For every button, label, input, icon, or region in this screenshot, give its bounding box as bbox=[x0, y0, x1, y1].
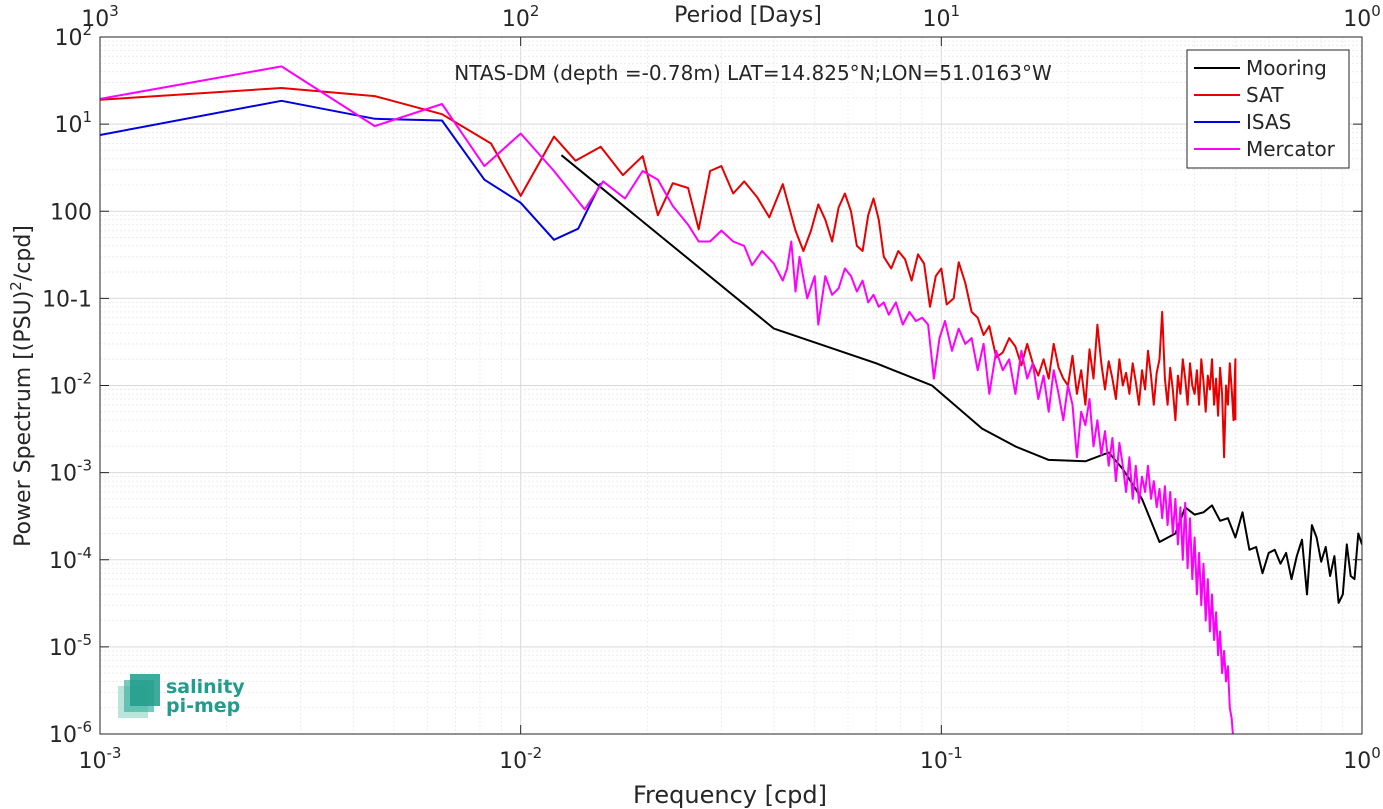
logo-shape bbox=[130, 674, 160, 706]
legend-label-sat: SAT bbox=[1246, 83, 1284, 107]
tick-marks bbox=[99, 36, 1363, 735]
salinity-pi-mep-logo: salinity pi-mep bbox=[118, 674, 245, 718]
top-tick-label: 103 bbox=[81, 2, 119, 32]
y-tick-label: 102 bbox=[54, 21, 92, 51]
chart-title: NTAS-DM (depth =-0.78m) LAT=14.825°N;LON… bbox=[454, 61, 1052, 85]
legend-label-mercator: Mercator bbox=[1246, 137, 1336, 161]
y-tick-label: 10-3 bbox=[49, 457, 92, 487]
x-tick-label: 10-1 bbox=[920, 744, 963, 774]
legend-label-isas: ISAS bbox=[1246, 110, 1291, 134]
top-tick-label: 102 bbox=[502, 2, 540, 32]
logo-text-line1: salinity bbox=[166, 676, 245, 698]
y-tick-label: 101 bbox=[54, 108, 92, 138]
x-tick-label: 100 bbox=[1343, 744, 1381, 774]
y-tick-label: 10-4 bbox=[49, 544, 92, 574]
legend-label-mooring: Mooring bbox=[1246, 56, 1327, 80]
series-group bbox=[100, 65, 1362, 734]
y-tick-label: 10-5 bbox=[49, 631, 92, 661]
y-tick-label: 10-1 bbox=[42, 287, 92, 312]
y-tick-label: 100 bbox=[50, 200, 92, 225]
top-tick-label: 100 bbox=[1343, 2, 1381, 32]
y-tick-label: 10-2 bbox=[49, 370, 92, 400]
series-line-isas bbox=[100, 99, 602, 241]
y-axis-label: Power Spectrum [(PSU)2/cpd] bbox=[7, 225, 36, 547]
x-tick-label: 10-2 bbox=[499, 744, 542, 774]
top-tick-label: 101 bbox=[923, 2, 961, 32]
x-axis-label: Frequency [cpd] bbox=[633, 781, 827, 809]
legend: Mooring SAT ISAS Mercator bbox=[1186, 49, 1350, 169]
series-line-mercator bbox=[100, 65, 1234, 734]
x-tick-label: 10-3 bbox=[79, 744, 122, 774]
logo-text-line2: pi-mep bbox=[166, 695, 240, 717]
series-line-mooring bbox=[560, 154, 1362, 604]
top-axis-label: Period [Days] bbox=[674, 3, 822, 28]
series-line-sat bbox=[100, 87, 1237, 459]
y-tick-label: 10-6 bbox=[49, 718, 92, 748]
